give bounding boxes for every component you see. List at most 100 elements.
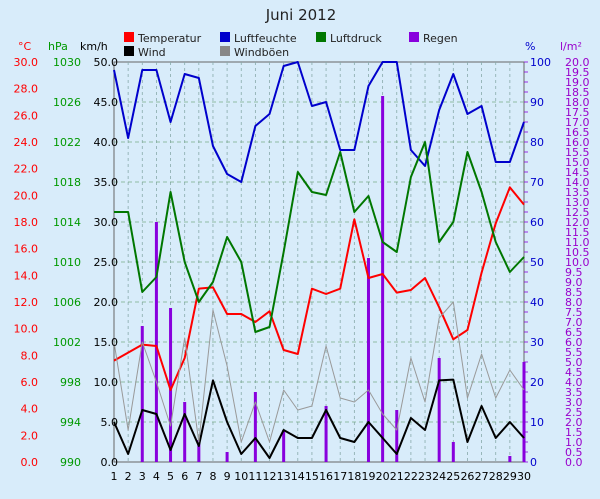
tick-label-rain: 14.5 xyxy=(565,166,590,179)
tick-label-temp: 8.0 xyxy=(21,349,39,362)
grid xyxy=(114,62,524,462)
tick-label-hum: 90 xyxy=(530,96,544,109)
rain-bar xyxy=(395,410,399,462)
rain-bar xyxy=(381,96,385,462)
tick-label-temp: 26.0 xyxy=(14,109,39,122)
rain-bar xyxy=(437,358,441,462)
tick-label-temp: 24.0 xyxy=(14,136,39,149)
tick-label-rain: 1.5 xyxy=(565,426,583,439)
tick-label-wind: 0.0 xyxy=(101,456,119,469)
legend-label-temperatur: Temperatur xyxy=(137,32,202,45)
x-tick-label: 5 xyxy=(167,470,174,483)
tick-label-hum: 50 xyxy=(530,256,544,269)
tick-label-rain: 11.5 xyxy=(565,226,590,239)
tick-label-press: 1014 xyxy=(53,216,81,229)
legend-swatch-windboeen xyxy=(220,46,230,56)
x-tick-label: 3 xyxy=(139,470,146,483)
tick-label-wind: 30.0 xyxy=(94,216,119,229)
rain-bar xyxy=(169,308,173,462)
tick-label-wind: 40.0 xyxy=(94,136,119,149)
axis-label-wind: km/h xyxy=(80,40,108,53)
x-tick-label: 25 xyxy=(446,470,460,483)
axis-label-rain: l/m² xyxy=(560,40,582,53)
tick-label-rain: 10.5 xyxy=(565,246,590,259)
tick-label-wind: 5.0 xyxy=(101,416,119,429)
x-tick-label: 12 xyxy=(263,470,277,483)
tick-label-rain: 9.5 xyxy=(565,266,583,279)
tick-label-press: 1002 xyxy=(53,336,81,349)
x-tick-label: 22 xyxy=(404,470,418,483)
tick-label-temp: 30.0 xyxy=(14,56,39,69)
tick-label-press: 1010 xyxy=(53,256,81,269)
tick-label-press: 1030 xyxy=(53,56,81,69)
series-line-wind xyxy=(113,378,525,459)
tick-label-wind: 45.0 xyxy=(94,96,119,109)
tick-label-rain: 6.0 xyxy=(565,336,583,349)
legend: Temperatur Wind Luftfeuchte Windböen Luf… xyxy=(124,32,458,59)
tick-label-rain: 8.0 xyxy=(565,296,583,309)
x-tick-label: 7 xyxy=(195,470,202,483)
series-line-temperatur xyxy=(113,186,525,391)
tick-label-rain: 16.5 xyxy=(565,126,590,139)
tick-label-temp: 20.0 xyxy=(14,189,39,202)
legend-swatch-temperatur xyxy=(124,32,134,42)
tick-label-rain: 9.0 xyxy=(565,276,583,289)
series-line-luftdruck xyxy=(114,141,525,333)
tick-label-temp: 0.0 xyxy=(21,456,39,469)
x-tick-label: 1 xyxy=(111,470,118,483)
axis-label-press: hPa xyxy=(48,40,68,53)
rain-bar xyxy=(140,326,144,462)
tick-label-press: 1018 xyxy=(53,176,81,189)
tick-label-wind: 15.0 xyxy=(94,336,119,349)
tick-label-rain: 7.5 xyxy=(565,306,583,319)
x-tick-label: 30 xyxy=(517,470,531,483)
tick-label-hum: 30 xyxy=(530,336,544,349)
x-tick-label: 27 xyxy=(475,470,489,483)
tick-label-hum: 80 xyxy=(530,136,544,149)
tick-label-rain: 15.0 xyxy=(565,156,590,169)
x-tick-label: 16 xyxy=(319,470,333,483)
legend-label-wind: Wind xyxy=(138,46,166,59)
rain-bar xyxy=(282,430,286,462)
tick-label-press: 994 xyxy=(60,416,81,429)
tick-label-rain: 13.5 xyxy=(565,186,590,199)
tick-label-rain: 17.5 xyxy=(565,106,590,119)
tick-label-rain: 6.5 xyxy=(565,326,583,339)
tick-label-rain: 19.5 xyxy=(565,66,590,79)
tick-label-rain: 7.0 xyxy=(565,316,583,329)
tick-label-temp: 28.0 xyxy=(14,83,39,96)
rain-bar xyxy=(324,406,328,462)
tick-label-press: 1022 xyxy=(53,136,81,149)
tick-label-wind: 35.0 xyxy=(94,176,119,189)
series-lines xyxy=(113,61,525,459)
tick-label-rain: 4.5 xyxy=(565,366,583,379)
series-line-luftfeuchte xyxy=(113,61,525,183)
tick-label-rain: 0.0 xyxy=(565,456,583,469)
x-tick-label: 20 xyxy=(376,470,390,483)
tick-label-temp: 12.0 xyxy=(14,296,39,309)
tick-label-temp: 6.0 xyxy=(21,376,39,389)
tick-label-wind: 50.0 xyxy=(94,56,119,69)
tick-label-rain: 15.5 xyxy=(565,146,590,159)
tick-label-hum: 10 xyxy=(530,416,544,429)
axis-ticks: 0.02.04.06.08.010.012.014.016.018.020.02… xyxy=(14,56,590,483)
x-tick-label: 10 xyxy=(234,470,248,483)
legend-label-regen: Regen xyxy=(423,32,458,45)
tick-label-rain: 1.0 xyxy=(565,436,583,449)
tick-label-rain: 11.0 xyxy=(565,236,590,249)
axis-label-temp: °C xyxy=(18,40,32,53)
legend-swatch-luftfeuchte xyxy=(220,32,230,42)
tick-label-wind: 20.0 xyxy=(94,296,119,309)
rain-bar xyxy=(253,392,257,462)
tick-label-rain: 12.0 xyxy=(565,216,590,229)
tick-label-rain: 3.5 xyxy=(565,386,583,399)
x-tick-label: 21 xyxy=(390,470,404,483)
tick-label-temp: 2.0 xyxy=(21,429,39,442)
tick-label-rain: 18.0 xyxy=(565,96,590,109)
tick-label-temp: 14.0 xyxy=(14,269,39,282)
tick-label-rain: 17.0 xyxy=(565,116,590,129)
axis-label-hum: % xyxy=(525,40,535,53)
tick-label-wind: 25.0 xyxy=(94,256,119,269)
tick-label-rain: 8.5 xyxy=(565,286,583,299)
